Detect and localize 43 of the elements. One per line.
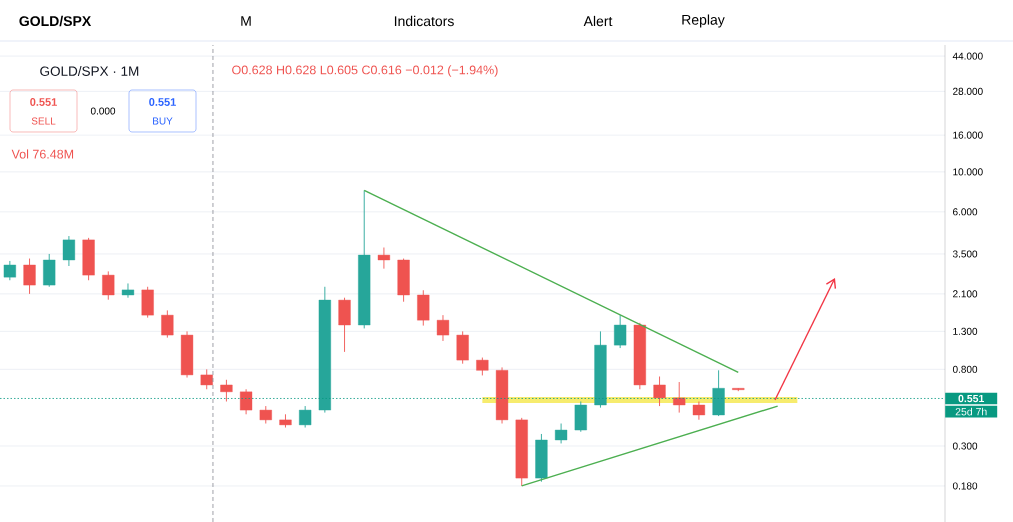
candlestick	[653, 376, 666, 407]
candlestick	[3, 260, 16, 281]
candlestick	[121, 283, 135, 299]
candlestick	[299, 405, 312, 428]
candlestick	[614, 314, 627, 349]
y-tick-label: 3.500	[952, 250, 978, 258]
text: GOLD/SPX	[19, 15, 92, 27]
annotation: SELL	[31, 117, 56, 125]
annotation: Vol 76.48M	[11, 149, 74, 159]
candlestick	[673, 381, 686, 414]
y-tick-label: 0.300	[952, 442, 978, 450]
y-tick-label: 44.000	[952, 52, 983, 60]
candlestick	[62, 235, 76, 267]
candlestick	[436, 314, 450, 342]
y-tick-label: 0.180	[952, 482, 978, 490]
annotation: BUY	[153, 117, 173, 125]
candlestick	[692, 401, 706, 421]
candlestick	[377, 247, 391, 270]
annotation: 0.551	[149, 98, 176, 106]
candlestick	[161, 309, 174, 339]
y-tick-label: 1.300	[953, 327, 978, 335]
candlestick	[102, 270, 115, 301]
text: Replay	[682, 14, 725, 28]
y-tick-label: 10.000	[953, 168, 983, 176]
y-tick-label: 6.000	[953, 208, 978, 216]
text: Alert	[583, 15, 613, 27]
text: Indicators	[394, 15, 454, 27]
y-tick-label: 16.000	[953, 131, 983, 139]
annotation: 0.551	[30, 98, 57, 106]
candlestick	[240, 388, 253, 415]
text: GOLD/SPX · 1M	[40, 66, 139, 76]
annotation: 0.000	[90, 107, 116, 115]
text: O0.628 H0.628 L0.605 C0.616 −0.012 (−1.94%)	[232, 65, 498, 77]
ref-line-label: 0.551	[958, 394, 985, 403]
text: 25d 7h	[955, 407, 987, 416]
candlestick	[23, 258, 36, 295]
candlestick	[220, 379, 233, 402]
y-tick-label: 0.800	[952, 365, 978, 373]
candlestick	[200, 368, 213, 390]
text: M	[241, 16, 251, 26]
y-tick-label: 28.000	[953, 87, 983, 95]
candlestick	[554, 423, 568, 444]
y-tick-label: 2.100	[953, 290, 978, 298]
